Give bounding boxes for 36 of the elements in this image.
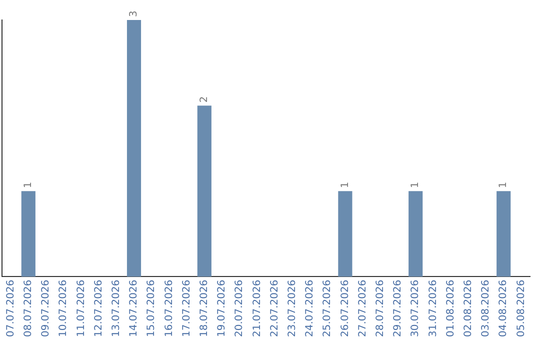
x-tick-label: 01.08.2026: [445, 280, 456, 338]
x-tick-label: 13.07.2026: [110, 280, 122, 338]
x-tick-label: 22.07.2026: [269, 280, 280, 338]
x-tick-label: 04.08.2026: [498, 280, 510, 338]
x-tick-label: 20.07.2026: [234, 280, 246, 338]
x-tick-label: 19.07.2026: [216, 280, 228, 338]
x-tick-label: 25.07.2026: [322, 280, 334, 338]
x-tick-label: 03.08.2026: [480, 280, 492, 338]
x-tick-label: 16.07.2026: [164, 280, 175, 338]
x-tick-label: 31.07.2026: [428, 280, 439, 338]
x-tick-label: 24.07.2026: [304, 280, 316, 338]
x-tick-label: 17.07.2026: [181, 280, 192, 338]
x-tick-label: 18.07.2026: [198, 280, 210, 338]
data-label: 3: [128, 10, 140, 17]
data-label: 1: [498, 182, 510, 188]
x-tick-label: 08.07.2026: [22, 280, 34, 338]
x-tick-label: 02.08.2026: [462, 280, 474, 338]
x-tick-label: 29.07.2026: [392, 280, 404, 338]
x-tick-label: 27.07.2026: [357, 280, 368, 338]
x-tick-label: 28.07.2026: [374, 280, 386, 338]
x-tick-label: 30.07.2026: [410, 280, 422, 338]
x-tick-label: 26.07.2026: [340, 280, 351, 338]
data-label: 2: [198, 96, 210, 103]
x-tick-label: 10.07.2026: [58, 280, 70, 338]
x-tick-label: 14.07.2026: [128, 280, 140, 338]
x-tick-label: 07.07.2026: [5, 280, 16, 338]
data-label: 1: [410, 182, 422, 188]
data-label: 1: [340, 182, 351, 188]
x-tick-label: 12.07.2026: [93, 280, 104, 338]
data-label: 1: [22, 182, 34, 188]
x-tick-label: 09.07.2026: [40, 280, 52, 338]
x-tick-label: 15.07.2026: [146, 280, 158, 338]
x-tick-label: 11.07.2026: [76, 280, 87, 338]
x-tick-label: 05.08.2026: [516, 280, 527, 338]
x-tick-label: 21.07.2026: [252, 280, 263, 338]
x-tick-label: 23.07.2026: [286, 280, 298, 338]
